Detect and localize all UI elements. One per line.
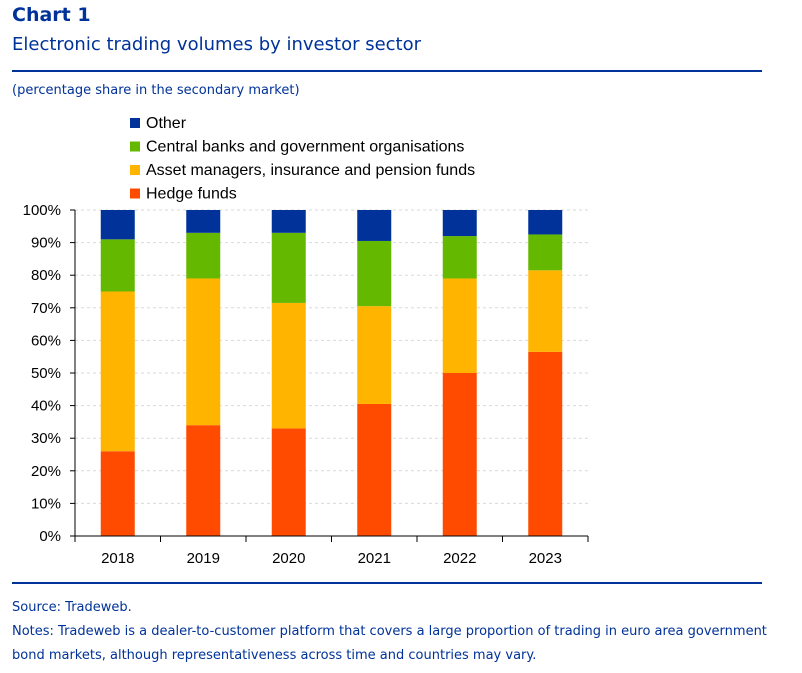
bar-segment bbox=[271, 428, 306, 536]
y-tick-label: 10% bbox=[31, 495, 61, 512]
x-tick-label: 2022 bbox=[443, 550, 476, 567]
legend: Other Central banks and government organi… bbox=[130, 115, 475, 203]
bars bbox=[100, 210, 563, 536]
legend-swatch bbox=[130, 188, 140, 199]
legend-swatch bbox=[130, 118, 140, 128]
bar-segment bbox=[528, 234, 563, 271]
legend-swatch bbox=[130, 165, 140, 175]
bar-segment bbox=[100, 210, 135, 240]
chart-title: Electronic trading volumes by investor s… bbox=[12, 34, 422, 55]
bar-segment bbox=[186, 278, 221, 426]
y-tick-label: 90% bbox=[31, 235, 61, 252]
y-tick-label: 70% bbox=[31, 300, 61, 317]
y-tick-label: 80% bbox=[31, 267, 61, 284]
bar-segment bbox=[100, 451, 135, 536]
chart-subtitle: (percentage share in the secondary marke… bbox=[12, 83, 300, 98]
bar-segment bbox=[186, 232, 221, 279]
bar-segment bbox=[442, 373, 477, 536]
bar-segment bbox=[357, 210, 392, 241]
legend-label: Asset managers, insurance and pension fu… bbox=[146, 162, 475, 179]
y-tick-label: 30% bbox=[31, 430, 61, 447]
bar-segment bbox=[271, 210, 306, 233]
bar-segment bbox=[186, 210, 221, 233]
bar-segment bbox=[528, 351, 563, 536]
y-tick-label: 50% bbox=[31, 365, 61, 382]
bottom-divider bbox=[12, 582, 762, 584]
y-tick-label: 60% bbox=[31, 332, 61, 349]
bar-segment bbox=[271, 232, 306, 303]
x-tick-label: 2021 bbox=[358, 550, 391, 567]
legend-swatch bbox=[130, 141, 140, 152]
bar-segment bbox=[186, 425, 221, 536]
bar-segment bbox=[100, 291, 135, 452]
bar-segment bbox=[357, 240, 392, 307]
x-tick-label: 2019 bbox=[187, 550, 220, 567]
chart-label: Chart 1 bbox=[12, 4, 91, 26]
x-tick-label: 2018 bbox=[101, 550, 134, 567]
y-tick-label: 40% bbox=[31, 398, 61, 415]
stacked-bar-chart: 0% 10% 20% 30% 40% 50% 60% 70% 80% 90% 100% 2018 201… bbox=[23, 115, 589, 567]
y-tick-label: 20% bbox=[31, 463, 61, 480]
y-tick-label: 0% bbox=[39, 528, 61, 545]
legend-label: Central banks and government organisatio… bbox=[146, 139, 464, 156]
bar-segment bbox=[442, 236, 477, 279]
y-tick-label: 100% bbox=[23, 202, 61, 219]
axes: 0% 10% 20% 30% 40% 50% 60% 70% 80% 90% 100% 2018 201… bbox=[23, 202, 589, 567]
bar-segment bbox=[357, 306, 392, 404]
bar-segment bbox=[271, 302, 306, 429]
bar-segment bbox=[442, 278, 477, 373]
notes: Notes: Tradeweb is a dealer-to-customer … bbox=[12, 624, 767, 663]
x-tick-label: 2023 bbox=[529, 550, 562, 567]
bar-segment bbox=[528, 210, 563, 235]
x-tick-label: 2020 bbox=[272, 550, 305, 567]
source-note: Source: Tradeweb. bbox=[12, 600, 132, 615]
gridlines bbox=[75, 209, 588, 504]
bar-segment bbox=[528, 270, 563, 352]
legend-label: Other bbox=[146, 115, 187, 132]
top-divider bbox=[12, 70, 762, 72]
bar-segment bbox=[442, 210, 477, 237]
bar-segment bbox=[357, 403, 392, 536]
legend-label: Hedge funds bbox=[146, 186, 237, 203]
bar-segment bbox=[100, 239, 135, 292]
